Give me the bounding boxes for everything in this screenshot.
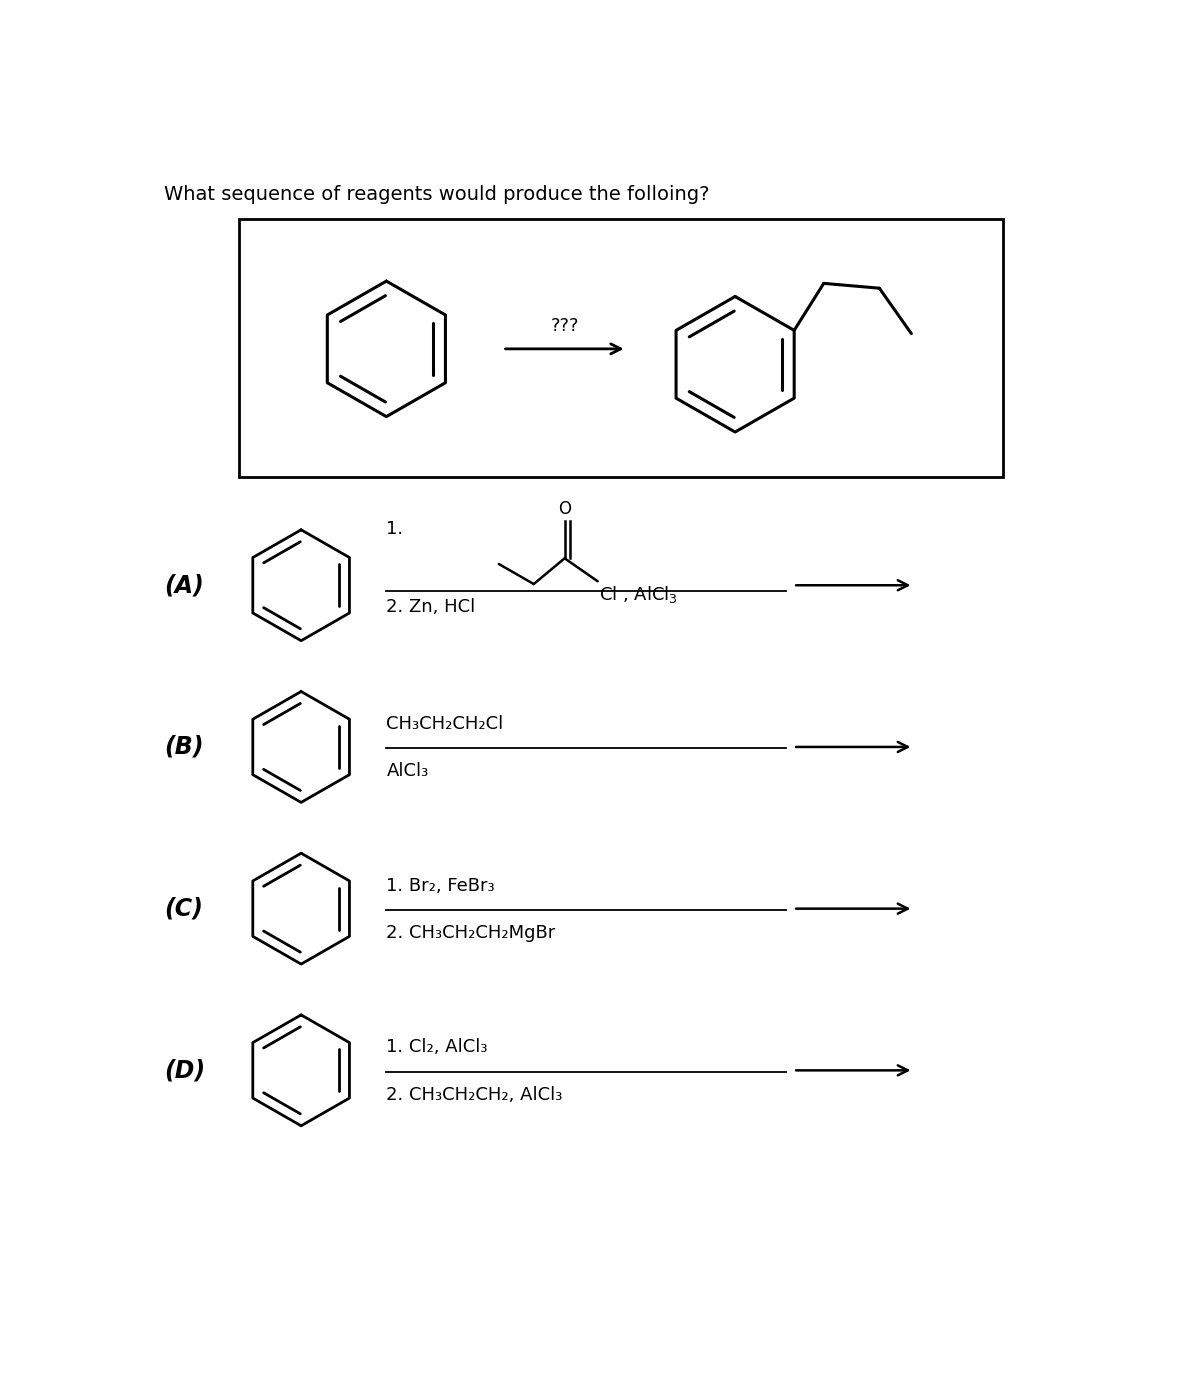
FancyBboxPatch shape: [239, 219, 1002, 477]
Text: AlCl₃: AlCl₃: [386, 762, 428, 780]
Text: ???: ???: [551, 317, 578, 335]
Text: 1. Cl₂, AlCl₃: 1. Cl₂, AlCl₃: [386, 1039, 488, 1057]
Text: 2. CH₃CH₂CH₂MgBr: 2. CH₃CH₂CH₂MgBr: [386, 925, 556, 943]
Text: Cl , AlCl$_3$: Cl , AlCl$_3$: [599, 584, 678, 606]
Text: (A): (A): [164, 573, 204, 598]
Text: (C): (C): [164, 897, 203, 920]
Text: 2. CH₃CH₂CH₂, AlCl₃: 2. CH₃CH₂CH₂, AlCl₃: [386, 1086, 563, 1104]
Text: (B): (B): [164, 736, 204, 759]
Text: What sequence of reagents would produce the folloing?: What sequence of reagents would produce …: [164, 185, 709, 204]
Text: CH₃CH₂CH₂Cl: CH₃CH₂CH₂Cl: [386, 715, 504, 733]
Text: 2. Zn, HCl: 2. Zn, HCl: [386, 598, 475, 615]
Text: O: O: [558, 501, 571, 519]
Text: 1.: 1.: [386, 519, 403, 537]
Text: 1. Br₂, FeBr₃: 1. Br₂, FeBr₃: [386, 876, 496, 894]
Text: (D): (D): [164, 1058, 205, 1082]
